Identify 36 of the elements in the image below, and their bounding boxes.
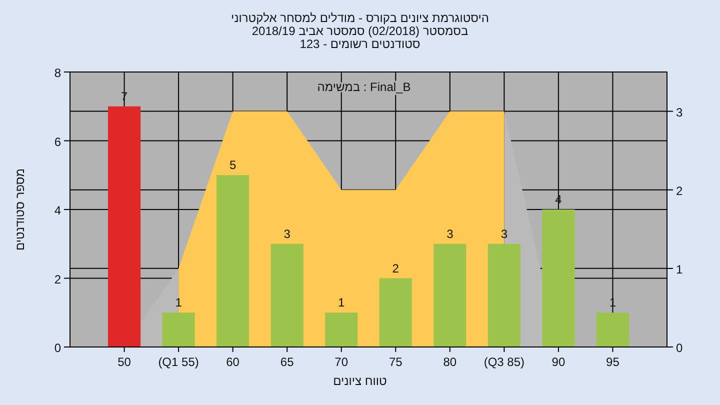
bar	[434, 244, 466, 347]
y-tick-label: 6	[54, 134, 62, 149]
x-axis-title: טווח ציונים	[333, 374, 388, 388]
data-label: 3	[284, 226, 291, 241]
x-tick-label: 50	[118, 355, 132, 369]
y-tick-label: 8	[54, 66, 62, 80]
bar	[379, 278, 412, 347]
y-axis-title: מספר סטודנטים	[13, 168, 27, 251]
y2-tick-label: 2	[676, 184, 683, 198]
y2-tick-label: 3	[676, 105, 683, 120]
data-label: 2	[392, 261, 400, 276]
x-tick-label: 70	[334, 355, 348, 369]
x-tick-label: (Q1 55)	[158, 355, 199, 369]
bar	[270, 244, 304, 347]
x-tick-label: (Q3 85)	[484, 355, 525, 369]
data-label: 1	[175, 296, 182, 310]
bar	[596, 312, 630, 347]
x-tick-label: 80	[443, 355, 457, 369]
data-label: 3	[446, 226, 454, 241]
y-tick-label: 4	[54, 204, 62, 218]
data-label: 5	[229, 158, 236, 172]
y2-tick-label: 1	[676, 262, 683, 276]
x-tick-label: 65	[280, 355, 294, 369]
chart-title: היסטוגרמת ציונים בקורס - מודלים למסחר אלקטרוני בסמסטר (02/2018) סמסטר אביב 2018/19 סטודנטים רשומים - 123	[230, 11, 490, 51]
y-tick-label: 2	[54, 272, 62, 286]
bar	[325, 312, 358, 347]
y-tick-label: 0	[54, 341, 62, 355]
y2-tick-label: 0	[676, 341, 683, 355]
data-label: 3	[500, 226, 508, 241]
x-tick-label: 95	[606, 355, 620, 369]
bar	[216, 175, 250, 347]
bar	[108, 106, 141, 347]
x-tick-label: 60	[226, 355, 240, 369]
data-label: 1	[338, 296, 346, 310]
x-tick-label: 90	[552, 355, 566, 369]
x-tick-label: 75	[388, 355, 403, 369]
